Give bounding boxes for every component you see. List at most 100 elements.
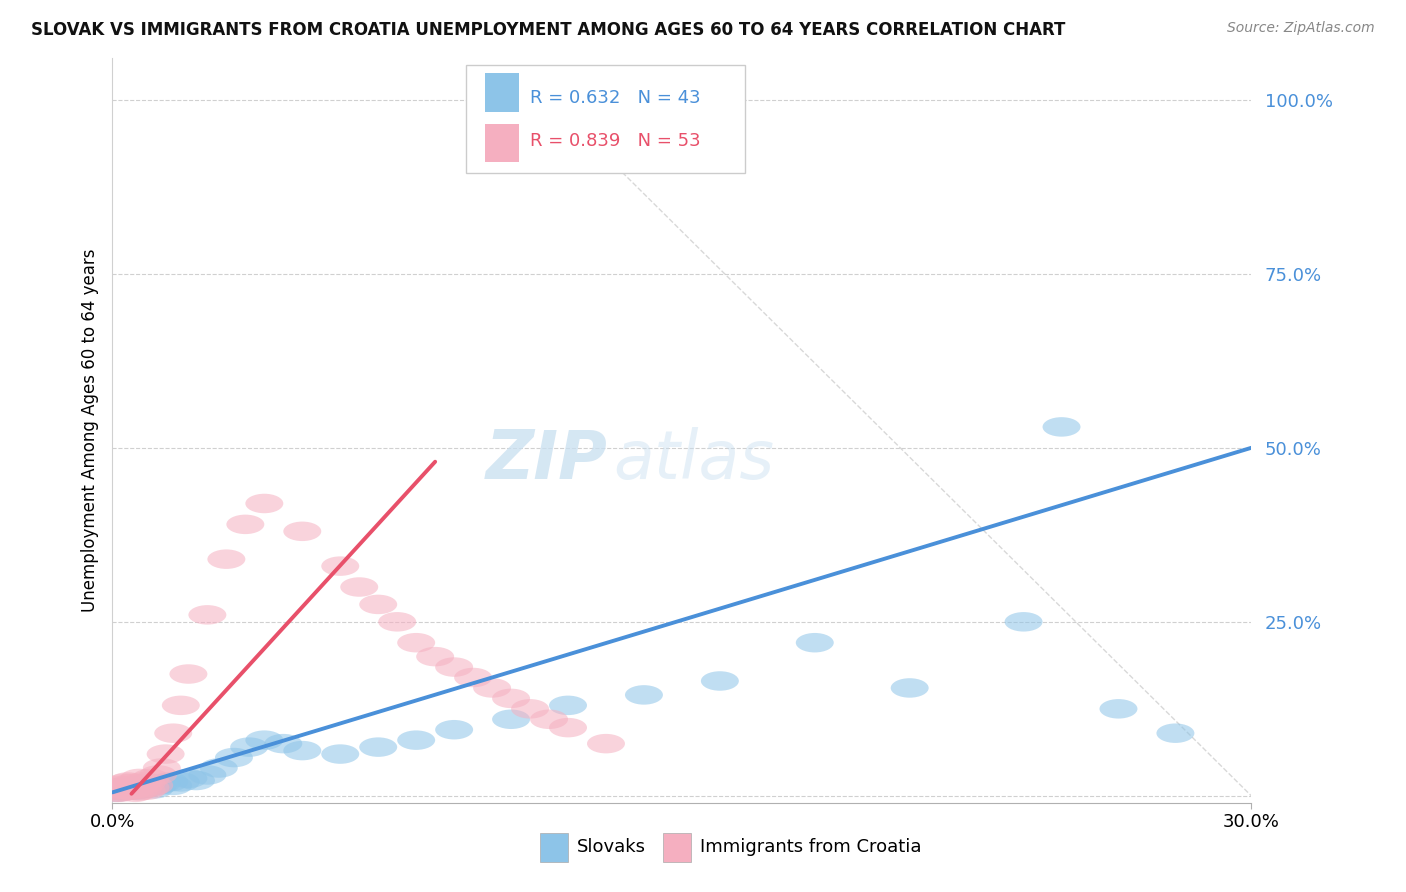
Ellipse shape	[117, 779, 155, 798]
Ellipse shape	[472, 678, 512, 698]
Ellipse shape	[226, 515, 264, 534]
Ellipse shape	[108, 780, 146, 800]
Text: R = 0.632   N = 43: R = 0.632 N = 43	[530, 89, 702, 107]
FancyBboxPatch shape	[485, 123, 519, 162]
Ellipse shape	[117, 782, 155, 802]
Ellipse shape	[155, 776, 193, 795]
Ellipse shape	[105, 779, 143, 798]
Ellipse shape	[146, 744, 184, 764]
Ellipse shape	[548, 696, 588, 715]
Ellipse shape	[796, 633, 834, 652]
Ellipse shape	[97, 780, 135, 800]
Ellipse shape	[530, 709, 568, 729]
Ellipse shape	[135, 779, 173, 798]
Ellipse shape	[120, 769, 157, 789]
Ellipse shape	[112, 773, 150, 793]
Ellipse shape	[135, 776, 173, 795]
Ellipse shape	[245, 494, 283, 513]
Ellipse shape	[245, 731, 283, 750]
Ellipse shape	[105, 781, 143, 801]
Ellipse shape	[120, 778, 157, 797]
Ellipse shape	[360, 595, 398, 615]
Ellipse shape	[396, 633, 436, 652]
Ellipse shape	[117, 780, 155, 800]
Ellipse shape	[626, 685, 664, 705]
Ellipse shape	[108, 776, 146, 796]
Ellipse shape	[340, 577, 378, 597]
Text: Slovaks: Slovaks	[576, 838, 647, 855]
Ellipse shape	[101, 776, 139, 795]
Ellipse shape	[139, 765, 177, 785]
Ellipse shape	[360, 738, 398, 756]
Ellipse shape	[284, 522, 321, 541]
Ellipse shape	[105, 773, 143, 793]
Ellipse shape	[321, 744, 360, 764]
Ellipse shape	[454, 668, 492, 687]
Ellipse shape	[170, 769, 208, 789]
Ellipse shape	[200, 758, 238, 778]
Ellipse shape	[101, 782, 139, 802]
Ellipse shape	[97, 778, 135, 797]
Text: Immigrants from Croatia: Immigrants from Croatia	[700, 838, 921, 855]
Ellipse shape	[1099, 699, 1137, 719]
Ellipse shape	[108, 772, 146, 792]
Ellipse shape	[112, 779, 150, 798]
Ellipse shape	[548, 718, 588, 738]
Ellipse shape	[1004, 612, 1043, 632]
Ellipse shape	[416, 647, 454, 666]
Ellipse shape	[188, 765, 226, 785]
Ellipse shape	[215, 747, 253, 767]
Text: Source: ZipAtlas.com: Source: ZipAtlas.com	[1227, 21, 1375, 36]
Text: R = 0.839   N = 53: R = 0.839 N = 53	[530, 132, 702, 151]
Ellipse shape	[112, 778, 150, 797]
Y-axis label: Unemployment Among Ages 60 to 64 years: Unemployment Among Ages 60 to 64 years	[80, 249, 98, 612]
FancyBboxPatch shape	[662, 832, 690, 863]
Ellipse shape	[112, 780, 150, 800]
Ellipse shape	[143, 773, 181, 793]
Ellipse shape	[124, 779, 162, 798]
Ellipse shape	[891, 678, 929, 698]
Ellipse shape	[128, 773, 166, 793]
Ellipse shape	[162, 696, 200, 715]
Ellipse shape	[492, 709, 530, 729]
Ellipse shape	[97, 782, 135, 802]
Ellipse shape	[105, 781, 143, 801]
Ellipse shape	[188, 605, 226, 624]
Ellipse shape	[321, 557, 360, 576]
Ellipse shape	[143, 758, 181, 778]
Ellipse shape	[170, 665, 208, 684]
Ellipse shape	[1043, 417, 1080, 437]
Ellipse shape	[162, 772, 200, 792]
Ellipse shape	[434, 657, 472, 677]
Ellipse shape	[155, 723, 193, 743]
Ellipse shape	[128, 778, 166, 797]
Ellipse shape	[105, 778, 143, 797]
Ellipse shape	[101, 780, 139, 800]
Ellipse shape	[124, 779, 162, 798]
Ellipse shape	[588, 734, 624, 754]
Ellipse shape	[132, 776, 170, 795]
Ellipse shape	[264, 734, 302, 754]
Ellipse shape	[434, 720, 472, 739]
Ellipse shape	[396, 731, 436, 750]
Ellipse shape	[1157, 723, 1195, 743]
Text: ZIP: ZIP	[486, 427, 607, 493]
Ellipse shape	[132, 778, 170, 797]
Ellipse shape	[150, 772, 188, 792]
Ellipse shape	[132, 769, 170, 789]
Ellipse shape	[231, 738, 269, 756]
Ellipse shape	[108, 780, 146, 800]
Ellipse shape	[124, 772, 162, 792]
Ellipse shape	[120, 776, 157, 795]
Ellipse shape	[101, 778, 139, 797]
Ellipse shape	[120, 781, 157, 801]
Ellipse shape	[120, 776, 157, 795]
Ellipse shape	[112, 778, 150, 797]
Ellipse shape	[208, 549, 245, 569]
Ellipse shape	[97, 782, 135, 802]
FancyBboxPatch shape	[485, 73, 519, 112]
Ellipse shape	[284, 741, 321, 760]
Text: atlas: atlas	[613, 427, 775, 493]
Ellipse shape	[492, 689, 530, 708]
Text: SLOVAK VS IMMIGRANTS FROM CROATIA UNEMPLOYMENT AMONG AGES 60 TO 64 YEARS CORRELA: SLOVAK VS IMMIGRANTS FROM CROATIA UNEMPL…	[31, 21, 1066, 39]
